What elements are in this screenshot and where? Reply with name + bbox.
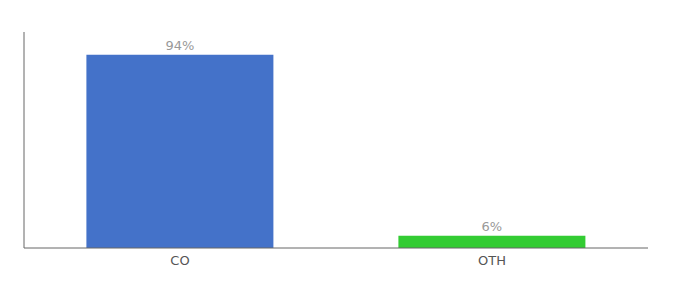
svg-text:6%: 6% [482, 219, 503, 234]
svg-text:OTH: OTH [478, 253, 506, 268]
svg-text:CO: CO [170, 253, 189, 268]
svg-text:94%: 94% [165, 38, 194, 53]
